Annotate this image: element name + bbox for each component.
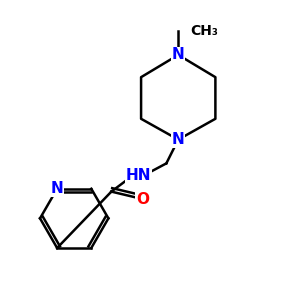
Text: HN: HN <box>125 168 151 183</box>
Text: CH₃: CH₃ <box>190 24 218 38</box>
Text: N: N <box>51 181 64 196</box>
Text: O: O <box>136 191 149 206</box>
Text: N: N <box>172 47 184 62</box>
Text: N: N <box>172 132 184 147</box>
